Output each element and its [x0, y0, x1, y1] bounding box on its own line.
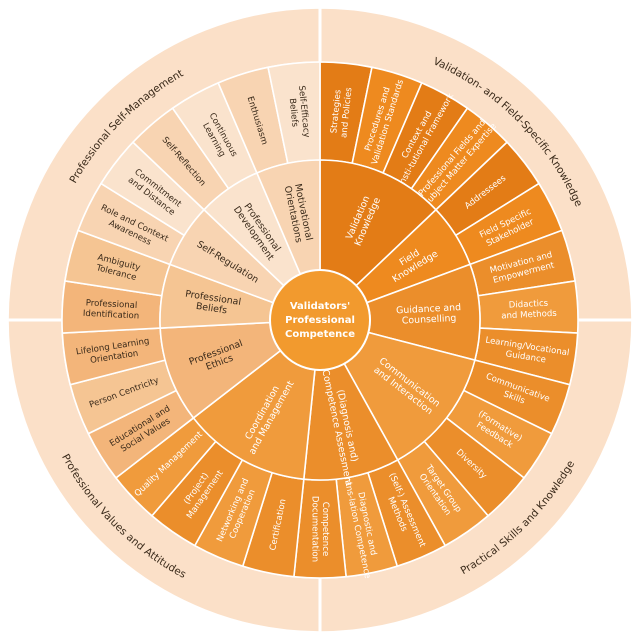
- sector-label-professional-beliefs-line-2: Beliefs: [195, 301, 228, 317]
- center-title-line-1: Validators': [290, 301, 350, 312]
- sector-label-guidance-and-counselling-line-2: Counselling: [402, 313, 457, 327]
- item-label-professional-identification-line-1: Professional: [85, 298, 137, 311]
- item-label-professional-identification-line-2: Identification: [83, 309, 140, 322]
- item-label-didactics-and-methods-line-1: Didactics: [509, 299, 549, 311]
- item-label-strategies-and-policies-line-1: Strategies: [329, 89, 343, 134]
- sector-label-guidance-and-counselling-line-1: Guidance and: [396, 302, 462, 316]
- center-title-line-2: Professional: [285, 315, 355, 326]
- sector-ring: ValidationKnowledgeFieldKnowledgeGuidanc…: [159, 159, 481, 487]
- center-circle: Validators' Professional Competence: [269, 269, 371, 371]
- item-label-competence-documentation-line-2: Documentation: [309, 496, 319, 562]
- center-disc: [269, 269, 371, 371]
- quadrant-dividers: [4, 4, 636, 636]
- item-label-competence-documentation-line-1: Competence: [320, 502, 330, 557]
- item-label-self-efficacy-beliefs-line-2: Beliefs: [287, 98, 300, 128]
- item-label-didactics-and-methods-line-2: and Methods: [501, 309, 558, 322]
- center-title-line-3: Competence: [285, 329, 355, 340]
